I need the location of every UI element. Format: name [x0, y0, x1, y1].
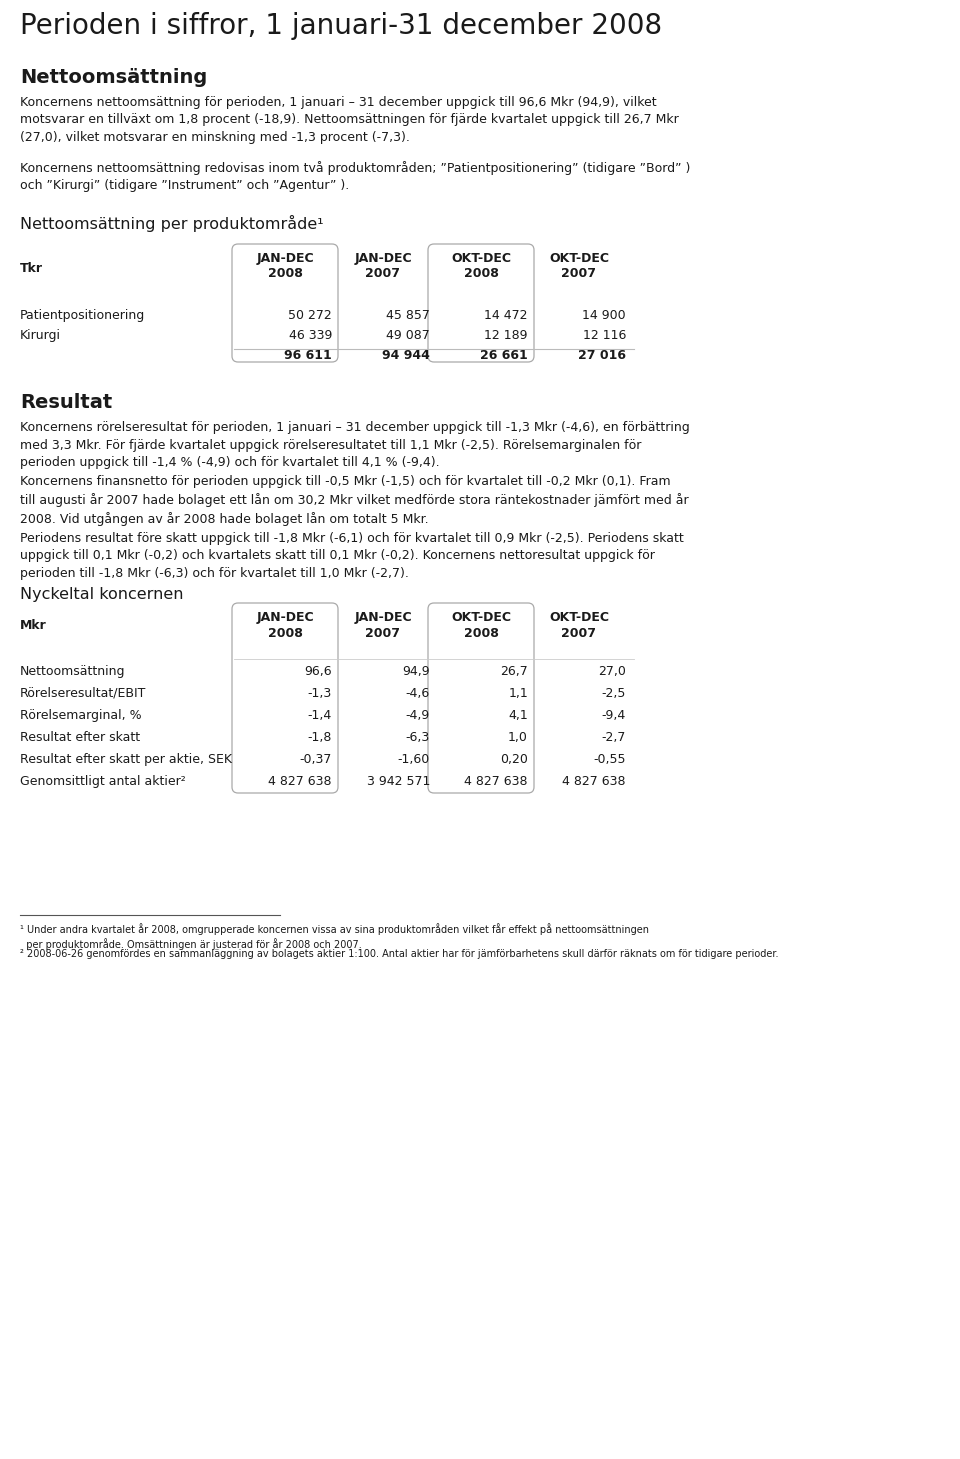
- Text: -0,55: -0,55: [593, 753, 626, 766]
- Text: -1,3: -1,3: [308, 687, 332, 700]
- Text: 26,7: 26,7: [500, 665, 528, 678]
- Text: 94,9: 94,9: [402, 665, 430, 678]
- Text: Koncernens rörelseresultat för perioden, 1 januari – 31 december uppgick till -1: Koncernens rörelseresultat för perioden,…: [20, 422, 689, 468]
- Text: Perioden i siffror, 1 januari-31 december 2008: Perioden i siffror, 1 januari-31 decembe…: [20, 12, 662, 39]
- Text: 1,1: 1,1: [508, 687, 528, 700]
- Text: -1,8: -1,8: [307, 731, 332, 744]
- Text: 4 827 638: 4 827 638: [563, 775, 626, 788]
- Text: 0,20: 0,20: [500, 753, 528, 766]
- Text: 49 087: 49 087: [386, 328, 430, 341]
- Text: 4,1: 4,1: [508, 709, 528, 722]
- Text: Genomsittligt antal aktier²: Genomsittligt antal aktier²: [20, 775, 185, 788]
- Text: 4 827 638: 4 827 638: [269, 775, 332, 788]
- Text: 46 339: 46 339: [289, 328, 332, 341]
- Text: 2007: 2007: [562, 627, 596, 641]
- Text: Kirurgi: Kirurgi: [20, 328, 61, 341]
- Text: 14 900: 14 900: [583, 309, 626, 322]
- Text: JAN-DEC: JAN-DEC: [354, 252, 412, 266]
- Text: 96,6: 96,6: [304, 665, 332, 678]
- Text: Nettoomsättning per produktområde¹: Nettoomsättning per produktområde¹: [20, 214, 324, 232]
- Text: Koncernens nettoomsättning redovisas inom två produktområden; ”Patientpositioner: Koncernens nettoomsättning redovisas ino…: [20, 160, 690, 193]
- Text: 2007: 2007: [562, 267, 596, 280]
- Text: -1,60: -1,60: [397, 753, 430, 766]
- Text: JAN-DEC: JAN-DEC: [256, 252, 314, 266]
- Text: Patientpositionering: Patientpositionering: [20, 309, 145, 322]
- Text: ² 2008-06-26 genomfördes en sammanläggning av bolagets aktier 1:100. Antal aktie: ² 2008-06-26 genomfördes en sammanläggni…: [20, 948, 779, 959]
- Text: Nettoomsättning: Nettoomsättning: [20, 665, 126, 678]
- Text: 12 116: 12 116: [583, 328, 626, 341]
- Text: Periodens resultat före skatt uppgick till -1,8 Mkr (-6,1) och för kvartalet til: Periodens resultat före skatt uppgick ti…: [20, 533, 684, 581]
- Text: 94 944: 94 944: [382, 349, 430, 362]
- Text: -4,6: -4,6: [406, 687, 430, 700]
- Text: -6,3: -6,3: [406, 731, 430, 744]
- Text: 2008: 2008: [464, 267, 498, 280]
- Text: Mkr: Mkr: [20, 619, 47, 632]
- Text: OKT-DEC: OKT-DEC: [549, 252, 609, 266]
- Text: -0,37: -0,37: [300, 753, 332, 766]
- Text: 3 942 571: 3 942 571: [367, 775, 430, 788]
- Text: OKT-DEC: OKT-DEC: [451, 252, 511, 266]
- Text: -1,4: -1,4: [308, 709, 332, 722]
- Text: 27 016: 27 016: [578, 349, 626, 362]
- Text: 2008: 2008: [268, 267, 302, 280]
- Text: Tkr: Tkr: [20, 263, 43, 274]
- Text: 12 189: 12 189: [485, 328, 528, 341]
- Text: 2007: 2007: [366, 267, 400, 280]
- Text: 1,0: 1,0: [508, 731, 528, 744]
- Text: OKT-DEC: OKT-DEC: [451, 611, 511, 624]
- Text: 14 472: 14 472: [485, 309, 528, 322]
- Text: JAN-DEC: JAN-DEC: [256, 611, 314, 624]
- Text: JAN-DEC: JAN-DEC: [354, 611, 412, 624]
- Text: Koncernens finansnetto för perioden uppgick till -0,5 Mkr (-1,5) och för kvartal: Koncernens finansnetto för perioden uppg…: [20, 476, 688, 525]
- Text: 2008: 2008: [464, 627, 498, 641]
- Text: ¹ Under andra kvartalet år 2008, omgrupperade koncernen vissa av sina produktomr: ¹ Under andra kvartalet år 2008, omgrupp…: [20, 924, 649, 950]
- Text: Rörelsemarginal, %: Rörelsemarginal, %: [20, 709, 142, 722]
- Text: Nettoomsättning: Nettoomsättning: [20, 69, 207, 88]
- Text: Resultat efter skatt: Resultat efter skatt: [20, 731, 140, 744]
- Text: Rörelseresultat/EBIT: Rörelseresultat/EBIT: [20, 687, 146, 700]
- Text: Nyckeltal koncernen: Nyckeltal koncernen: [20, 587, 183, 603]
- Text: 45 857: 45 857: [386, 309, 430, 322]
- Text: 2007: 2007: [366, 627, 400, 641]
- Text: Resultat efter skatt per aktie, SEK: Resultat efter skatt per aktie, SEK: [20, 753, 232, 766]
- Text: 4 827 638: 4 827 638: [465, 775, 528, 788]
- Text: -2,7: -2,7: [602, 731, 626, 744]
- Text: OKT-DEC: OKT-DEC: [549, 611, 609, 624]
- Text: 2008: 2008: [268, 627, 302, 641]
- Text: -9,4: -9,4: [602, 709, 626, 722]
- Text: -4,9: -4,9: [406, 709, 430, 722]
- Text: 96 611: 96 611: [284, 349, 332, 362]
- Text: 50 272: 50 272: [288, 309, 332, 322]
- Text: -2,5: -2,5: [602, 687, 626, 700]
- Text: 26 661: 26 661: [480, 349, 528, 362]
- Text: 27,0: 27,0: [598, 665, 626, 678]
- Text: Koncernens nettoomsättning för perioden, 1 januari – 31 december uppgick till 96: Koncernens nettoomsättning för perioden,…: [20, 96, 679, 144]
- Text: Resultat: Resultat: [20, 392, 112, 411]
